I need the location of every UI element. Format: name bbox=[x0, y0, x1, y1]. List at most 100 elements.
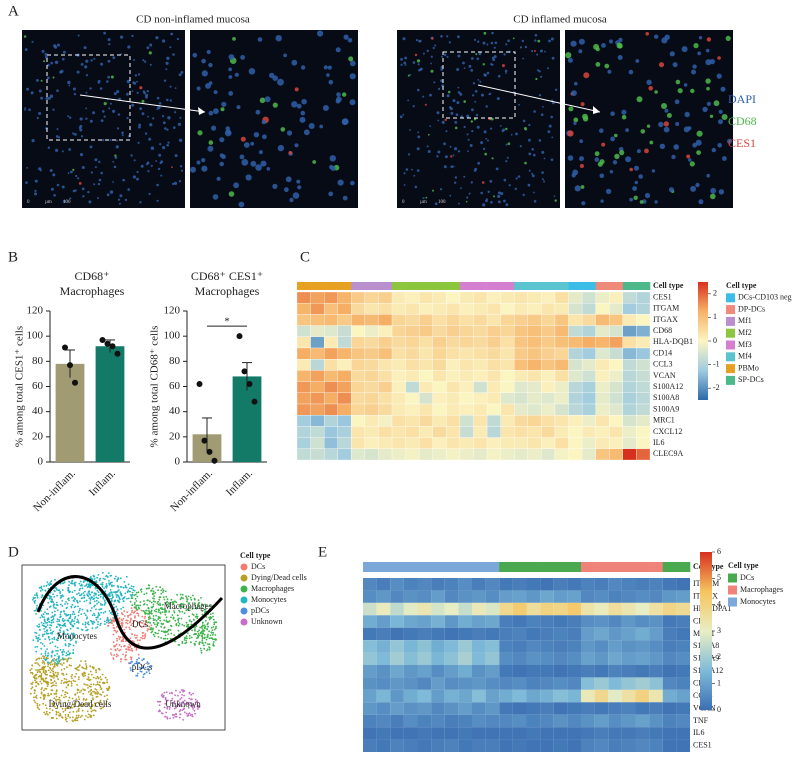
heatmap-cell bbox=[485, 615, 500, 628]
nucleus bbox=[531, 148, 534, 151]
umap-cell bbox=[86, 609, 89, 612]
umap-cell bbox=[196, 701, 199, 704]
umap-cell bbox=[95, 669, 97, 672]
nucleus bbox=[163, 79, 167, 82]
umap-cell bbox=[192, 594, 194, 597]
umap-cell bbox=[214, 638, 217, 640]
umap-cell bbox=[201, 641, 204, 644]
nucleus bbox=[649, 140, 654, 145]
heatmap-cell bbox=[581, 426, 596, 438]
umap-cell bbox=[159, 611, 162, 614]
umap-cell bbox=[31, 686, 34, 689]
umap-cell bbox=[93, 578, 96, 580]
heatmap-cell bbox=[485, 627, 500, 641]
heatmap-cell bbox=[446, 336, 461, 349]
umap-cell bbox=[134, 637, 137, 639]
umap-cell bbox=[72, 710, 75, 713]
nucleus bbox=[131, 34, 134, 38]
legend-title: Cell type bbox=[726, 281, 757, 290]
nucleus bbox=[507, 142, 511, 145]
heatmap-cell bbox=[512, 602, 527, 616]
nucleus bbox=[541, 171, 544, 174]
heatmap-cell bbox=[499, 702, 513, 715]
nucleus bbox=[409, 73, 412, 76]
heatmap-cell bbox=[473, 291, 488, 304]
heatmap-cell bbox=[391, 314, 406, 326]
umap-cell bbox=[92, 676, 95, 679]
umap-cell bbox=[74, 616, 77, 618]
heatmap-cell bbox=[636, 403, 651, 416]
umap-cell bbox=[173, 610, 175, 612]
colorbar-tick-label: 4 bbox=[717, 599, 721, 608]
umap-cell bbox=[164, 698, 167, 701]
heatmap-cell bbox=[296, 291, 311, 304]
umap-cell bbox=[77, 601, 79, 604]
heatmap-cell bbox=[446, 415, 461, 427]
nucleus bbox=[495, 167, 499, 171]
nucleus bbox=[160, 160, 164, 164]
nucleus bbox=[405, 168, 409, 171]
nucleus bbox=[533, 110, 536, 113]
umap-cell bbox=[159, 604, 162, 606]
legend-swatch bbox=[726, 375, 735, 385]
umap-cell bbox=[131, 660, 133, 663]
umap-cell bbox=[150, 628, 153, 631]
nucleus bbox=[89, 145, 93, 149]
column-annotation bbox=[419, 282, 434, 290]
heatmap-cell bbox=[622, 336, 637, 349]
image-title: CD inflamed mucosa bbox=[513, 14, 607, 26]
umap-cell bbox=[87, 713, 90, 716]
umap-cell bbox=[178, 644, 181, 646]
y-tick-label: 20 bbox=[169, 430, 181, 442]
heatmap-cell bbox=[364, 426, 379, 438]
umap-cell bbox=[131, 593, 134, 596]
y-tick-label: 0 bbox=[175, 456, 181, 468]
nucleus bbox=[448, 41, 451, 44]
heatmap-cell bbox=[512, 714, 527, 728]
heatmap-cell bbox=[485, 590, 500, 603]
arrow-head bbox=[593, 106, 600, 114]
heatmap-cell bbox=[594, 640, 609, 653]
umap-cell bbox=[52, 660, 55, 662]
nucleus bbox=[77, 177, 80, 180]
umap-cell bbox=[155, 614, 158, 617]
umap-cell bbox=[55, 682, 57, 684]
nucleus bbox=[489, 92, 492, 95]
heatmap-cell bbox=[337, 359, 352, 371]
heatmap-cell bbox=[540, 677, 554, 690]
heatmap-cell bbox=[514, 448, 528, 461]
heatmap-cell bbox=[403, 615, 418, 628]
umap-cell bbox=[67, 597, 70, 600]
heatmap-cell bbox=[636, 336, 651, 349]
umap-cell bbox=[165, 711, 168, 714]
heatmap-cell bbox=[432, 303, 447, 315]
nucleus bbox=[528, 169, 531, 172]
heatmap-cell bbox=[310, 381, 325, 393]
umap-cell bbox=[64, 714, 67, 716]
umap-cell bbox=[57, 637, 59, 640]
nucleus bbox=[77, 34, 80, 37]
umap-cell bbox=[35, 650, 38, 653]
heatmap-cell bbox=[594, 689, 609, 703]
zoom-arrow bbox=[477, 84, 601, 113]
umap-cell bbox=[45, 707, 48, 710]
nucleus bbox=[485, 105, 488, 108]
umap-cell bbox=[131, 604, 134, 607]
heatmap-cell bbox=[486, 359, 501, 371]
bar bbox=[95, 346, 125, 462]
umap-cell bbox=[69, 613, 72, 616]
umap-cell bbox=[200, 632, 202, 635]
umap-cell bbox=[187, 703, 190, 706]
nucleus bbox=[196, 86, 201, 91]
umap-cell bbox=[89, 685, 92, 688]
heatmap-cell bbox=[636, 381, 651, 393]
heatmap-cell bbox=[446, 392, 461, 405]
heatmap-cell bbox=[581, 677, 595, 690]
nucleus bbox=[454, 176, 458, 179]
umap-cell bbox=[193, 602, 196, 605]
umap-cell bbox=[52, 593, 54, 595]
heatmap-cell bbox=[554, 347, 569, 360]
column-annotation bbox=[568, 282, 583, 290]
heatmap-cell bbox=[473, 426, 488, 438]
nucleus bbox=[457, 35, 460, 39]
